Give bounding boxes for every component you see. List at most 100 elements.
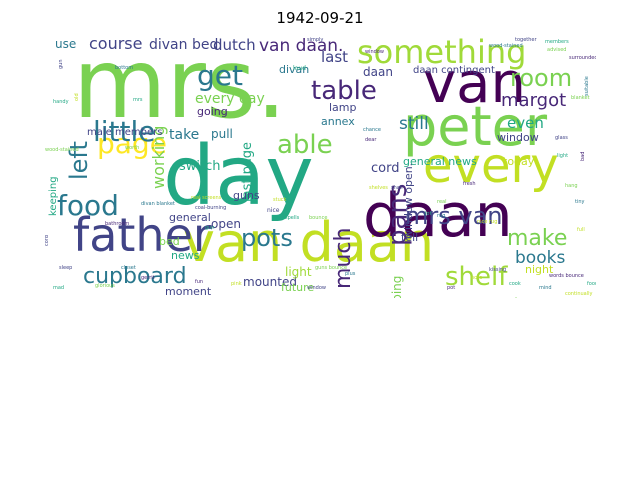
cloud-word-pull: pull [211, 127, 233, 141]
cloud-word-nice: nice [267, 207, 280, 214]
cloud-word-general-news: general news [403, 155, 477, 168]
cloud-word-future: future [281, 281, 315, 294]
cloud-word-pot: pot [447, 285, 456, 291]
cloud-word-simply: simply [307, 37, 324, 43]
cloud-word-hang: hang [565, 183, 578, 189]
cloud-word-wood-stained: wood-stained [45, 147, 79, 153]
cloud-word-make: make [507, 226, 568, 251]
cloud-word-news: news [171, 249, 200, 262]
cloud-word-moment: moment [165, 285, 212, 298]
cloud-word-today: today [503, 155, 535, 168]
cloud-word-chance: chance [363, 127, 381, 133]
cloud-word-cook: cook [509, 281, 521, 287]
cloud-word-mounted: mounted [243, 275, 297, 289]
cloud-word-van-daan: van daan. [259, 36, 344, 56]
cloud-word-gun: gun [205, 225, 215, 231]
cloud-word-light: light [285, 265, 312, 279]
cloud-word-fun: fun [195, 279, 204, 285]
cloud-word-mad: mad [53, 285, 65, 291]
cloud-word-take: take [169, 127, 200, 143]
cloud-word-rug: rug [437, 213, 446, 219]
cloud-word-pink: pink [231, 281, 242, 287]
cloud-word-advised: advised [547, 47, 567, 53]
cloud-word-kissing: kissing [489, 267, 507, 273]
cloud-word-real: real [437, 199, 447, 205]
cloud-word-going: going [197, 105, 228, 118]
cloud-word-little: little [93, 115, 156, 148]
cloud-word-window: window [307, 285, 326, 291]
cloud-word-margot: margot [501, 90, 567, 111]
cloud-word-shelf: shelf [445, 262, 508, 292]
cloud-word-cord: cord [45, 235, 50, 246]
cloud-word-window: window [365, 49, 384, 55]
cloud-word-divan-bed: divan bed [149, 37, 219, 53]
cloud-word-able: able [277, 130, 333, 160]
cloud-word-mrs: mrs [133, 97, 143, 103]
cloud-word-mind: mind [539, 285, 552, 291]
cloud-word-fresh: fresh [463, 181, 476, 187]
cloud-word-table: table [311, 76, 377, 106]
cloud-word-lamp: lamp [329, 101, 357, 114]
cloud-word-food: food [587, 281, 596, 287]
cloud-word-note: note [471, 275, 483, 281]
cloud-word-continually: continually [565, 291, 593, 297]
cloud-word-pots: pots [241, 224, 293, 252]
cloud-word-lot: lot [425, 211, 432, 217]
cloud-word-together: together [515, 37, 537, 43]
word-cloud: mrs. day van daan peter van daan father every so… [45, 36, 596, 298]
cloud-word-suitable: suitable [584, 76, 590, 96]
cloud-word-bed: bed [159, 235, 180, 248]
figure-title: 1942-09-21 [276, 9, 364, 27]
cloud-word-van: van [423, 51, 526, 116]
cloud-word-gerrit: gerrit [141, 275, 155, 281]
cloud-word-full: full [577, 227, 585, 233]
cloud-word-bathroom: bathroom [105, 221, 130, 227]
cloud-word-tiny: tiny [575, 199, 585, 205]
cloud-word-surrounded: surrounded [569, 55, 596, 61]
cloud-word-father: father [73, 208, 212, 262]
cloud-word-much: much [331, 227, 356, 289]
cloud-word-sleep: sleep [59, 265, 73, 271]
cloud-word-loud: loud [293, 65, 306, 72]
cloud-word-switch: switch [179, 159, 221, 174]
cloud-word-general: general [169, 211, 211, 224]
cloud-word-every: every [423, 138, 559, 194]
cloud-word-guns-bounce: guns bounce [315, 265, 348, 271]
cloud-word-books: books [515, 248, 566, 268]
cloud-word-old: old [74, 93, 80, 101]
cloud-word-spells: spells [285, 215, 300, 221]
cloud-word-use: use [55, 37, 77, 51]
cloud-word-shelves: shelves [369, 185, 388, 191]
cloud-word-mrs: mrs. [73, 36, 287, 140]
cloud-word-handy: handy [53, 99, 69, 105]
cloud-word-shall: shall [391, 185, 403, 191]
cloud-word-night: night [525, 263, 554, 276]
cloud-word-light: light [557, 153, 569, 159]
cloud-word-worth: worth [125, 145, 140, 151]
cloud-word-cord: cord [371, 161, 400, 176]
cloud-word-annex: annex [321, 115, 355, 128]
cloud-word-glass: glass [555, 135, 568, 141]
cloud-word-last: last [321, 48, 349, 66]
cloud-word-keeping: keeping [48, 176, 59, 216]
cloud-word-stuck: stuck [273, 197, 287, 203]
cloud-word-divan-blanket: divan blanket [141, 201, 175, 207]
cloud-word-members: members [545, 39, 569, 45]
cloud-word-real-screens: real screens [191, 195, 222, 201]
cloud-word-peter: peter [403, 95, 548, 158]
cloud-word-glorious: glorious [95, 283, 115, 289]
cloud-word-cupboard: cupboard [83, 264, 187, 289]
cloud-word-nice-rug: nice rug [477, 219, 498, 225]
cloud-word-van-daan: van daan [183, 211, 435, 274]
cloud-word-window-open: window open. [402, 163, 415, 240]
cloud-word-still: still [399, 114, 429, 134]
cloud-word-something: something [357, 36, 527, 71]
cloud-word-even: even [507, 114, 544, 132]
cloud-word-divan: divan [279, 63, 310, 76]
cloud-word-wood-stained: wood-stained [489, 43, 523, 49]
cloud-word-daan: daan [363, 65, 393, 79]
cloud-word-room: room [510, 64, 573, 92]
cloud-word-guns-going: guns going [390, 276, 404, 298]
cloud-word-male-members: male members [87, 127, 163, 138]
cloud-word-open: open [211, 217, 241, 231]
